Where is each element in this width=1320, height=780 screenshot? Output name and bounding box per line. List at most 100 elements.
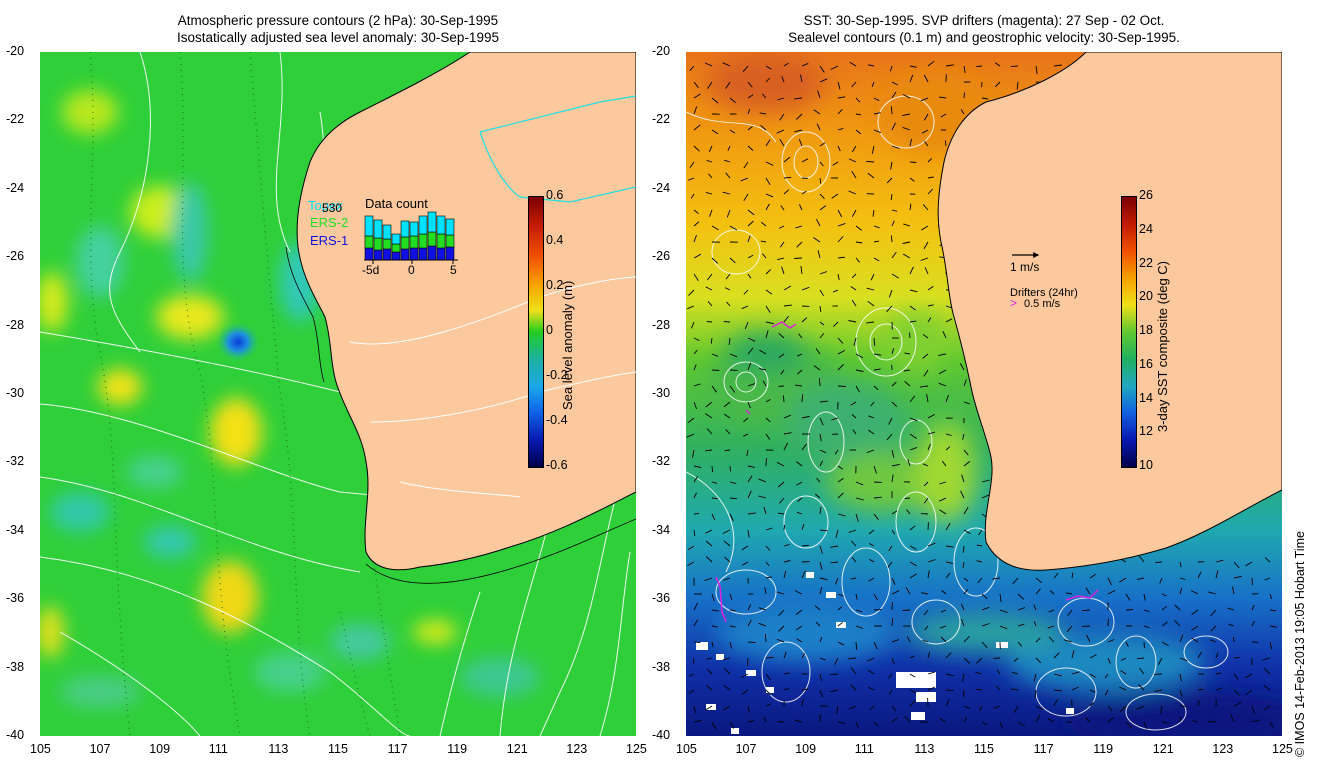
velocity-vector (778, 609, 785, 617)
velocity-vector (729, 497, 738, 500)
velocity-vector (1085, 587, 1091, 595)
velocity-vector (866, 287, 875, 291)
velocity-vector (891, 348, 895, 355)
velocity-vector (981, 623, 990, 627)
velocity-vector (940, 609, 947, 613)
velocity-vector (891, 220, 895, 227)
colorbar-tick-label: -0.4 (546, 413, 568, 427)
velocity-vector (851, 299, 857, 307)
velocity-vector (763, 716, 767, 723)
velocity-vector (782, 395, 785, 403)
velocity-vector (759, 112, 767, 115)
velocity-vector (689, 161, 695, 168)
velocity-vector (687, 561, 695, 566)
velocity-vector (798, 204, 803, 211)
right-map-panel[interactable]: 1 m/s Drifters (24hr) > 0.5 m/s (686, 52, 1282, 736)
velocity-vector (1230, 714, 1235, 723)
velocity-vector (920, 257, 929, 261)
velocity-vector (778, 332, 785, 339)
velocity-vector (693, 529, 696, 537)
topex-label: Topex (308, 198, 343, 213)
histogram-bar (445, 246, 455, 261)
velocity-vector (903, 223, 911, 227)
histogram-bar (400, 236, 410, 250)
velocity-vector (711, 721, 717, 730)
velocity-vector (904, 497, 911, 499)
velocity-vector (687, 417, 695, 424)
velocity-vector (729, 353, 738, 358)
velocity-vector (942, 331, 947, 339)
velocity-vector (939, 625, 947, 629)
velocity-vector (888, 673, 893, 679)
right-colorbar-label: 3-day SST composite (deg C) (1155, 261, 1170, 432)
velocity-vector (855, 129, 861, 135)
left-map-panel[interactable]: Topex 530 ERS-2 ERS-1 Data count -5d 0 5 (40, 52, 636, 736)
velocity-vector (796, 461, 803, 467)
velocity-vector (1269, 593, 1273, 600)
velocity-vector (927, 686, 936, 691)
velocity-vector (795, 609, 803, 615)
velocity-vector (922, 204, 929, 211)
velocity-vector (765, 399, 771, 403)
histogram-bar (382, 238, 392, 250)
velocity-vector (837, 721, 846, 724)
velocity-vector (723, 705, 731, 711)
velocity-vector (981, 593, 988, 600)
velocity-vector (693, 253, 702, 259)
velocity-vector (976, 544, 983, 547)
velocity-vector (765, 65, 772, 70)
velocity-vector (945, 318, 953, 323)
colorbar-tick-label: 16 (1139, 356, 1153, 371)
velocity-vector (909, 395, 916, 403)
left-map-title: Atmospheric pressure contours (2 hPa): 3… (40, 12, 636, 46)
velocity-vector (945, 698, 950, 707)
topex-count: 530 (322, 201, 342, 215)
velocity-vector (1154, 689, 1163, 692)
velocity-vector (1209, 639, 1217, 643)
cloud-mask (696, 572, 1074, 734)
velocity-vector (866, 321, 875, 324)
velocity-vector (927, 414, 936, 419)
velocity-vector (813, 365, 821, 371)
velocity-vector (819, 577, 828, 581)
velocity-vector (891, 81, 898, 86)
velocity-vector (1269, 721, 1274, 728)
velocity-vector (1233, 673, 1239, 680)
lon-tick-label: 123 (566, 742, 588, 756)
velocity-vector (868, 577, 875, 582)
velocity-vector (904, 715, 911, 723)
velocity-vector (692, 449, 695, 458)
velocity-vector (747, 125, 753, 131)
velocity-vector (759, 368, 767, 371)
velocity-vector (868, 415, 875, 419)
velocity-vector (1143, 609, 1150, 613)
velocity-vector (797, 353, 803, 357)
lat-tick-label: -28 (6, 317, 25, 332)
velocity-vector (765, 673, 771, 681)
velocity-vector (1263, 668, 1271, 675)
velocity-vector (830, 689, 839, 693)
velocity-vector (868, 543, 875, 547)
lon-tick-label: 115 (974, 742, 994, 756)
velocity-vector (904, 380, 911, 387)
colorbar-tick-label: -0.6 (546, 458, 568, 472)
velocity-vector (909, 433, 917, 439)
velocity-vector (1107, 589, 1116, 595)
velocity-vector (963, 529, 971, 535)
velocity-vector (801, 317, 808, 323)
velocity-vector (740, 177, 749, 182)
velocity-vector (851, 273, 857, 279)
velocity-vector (1064, 639, 1073, 643)
velocity-vector (891, 657, 895, 665)
velocity-vector (689, 65, 695, 72)
velocity-vector (906, 636, 911, 643)
velocity-vector (1053, 689, 1062, 692)
velocity-vector (705, 286, 713, 291)
velocity-vector (869, 558, 875, 563)
velocity-vector (873, 368, 881, 371)
lon-tick-label: 107 (735, 742, 757, 756)
velocity-vector (783, 687, 789, 691)
velocity-vector (801, 158, 809, 163)
velocity-vector (741, 545, 749, 551)
velocity-vector (1269, 641, 1273, 650)
